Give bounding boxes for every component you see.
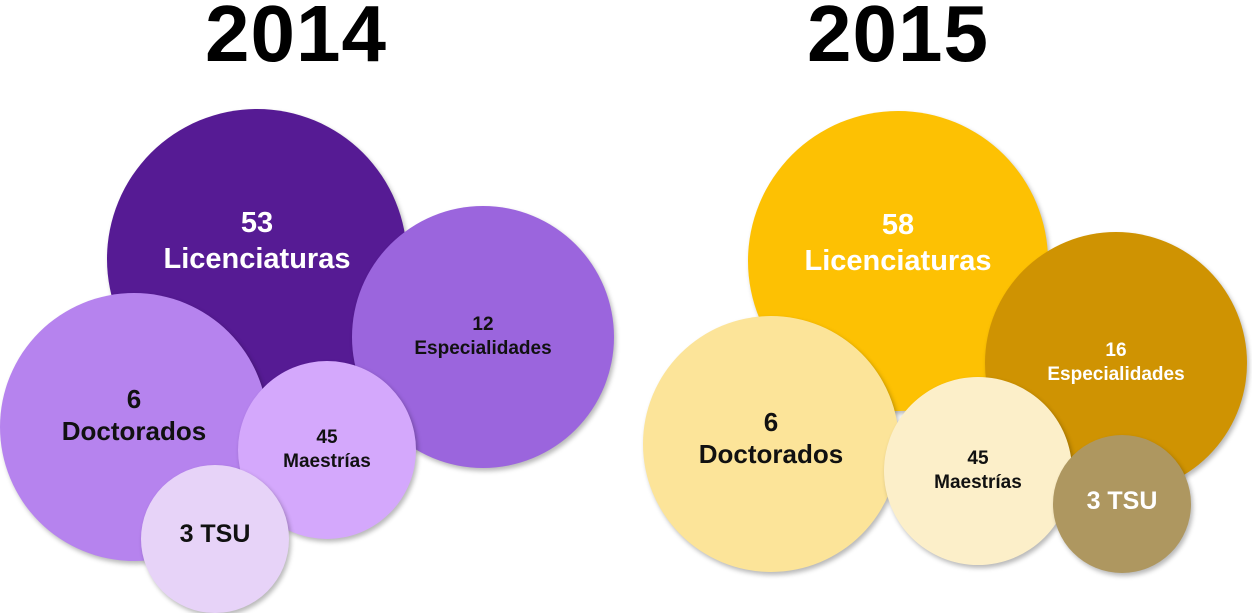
panel-2015: 2015 58 Licenciaturas 16 Especialidades … xyxy=(626,0,1252,607)
bubble-label: 3 TSU xyxy=(1086,487,1158,516)
bubble-count: 45 xyxy=(967,448,989,470)
year-title-2015: 2015 xyxy=(807,0,989,78)
bubble-maestrias-2015: 45 Maestrías xyxy=(884,377,1072,565)
panel-2014: 2014 53 Licenciaturas 12 Especialidades … xyxy=(0,0,626,613)
bubble-label: Doctorados xyxy=(61,416,207,446)
bubble-count: 6 xyxy=(126,383,142,414)
bubble-label: Especialidades xyxy=(1047,364,1185,385)
bubble-tsu-2015: 3 TSU xyxy=(1053,435,1191,573)
bubble-label: Maestrías xyxy=(934,472,1022,493)
bubble-count: 53 xyxy=(240,206,274,239)
bubble-label: Licenciaturas xyxy=(804,245,992,277)
bubble-count: 58 xyxy=(881,208,915,241)
bubble-label: Doctorados xyxy=(698,439,844,469)
bubble-label: Especialidades xyxy=(414,338,552,359)
bubble-count: 16 xyxy=(1105,340,1127,362)
bubble-doctorados-2015: 6 Doctorados xyxy=(643,316,899,572)
bubble-label: Licenciaturas xyxy=(163,243,351,275)
year-title-2014: 2014 xyxy=(205,0,387,78)
bubble-label: 3 TSU xyxy=(179,520,251,549)
bubble-tsu-2014: 3 TSU xyxy=(141,465,289,613)
bubble-label: Maestrías xyxy=(283,451,371,472)
bubble-count: 6 xyxy=(763,406,779,437)
bubble-count: 45 xyxy=(316,427,338,449)
bubble-count: 12 xyxy=(472,314,494,336)
